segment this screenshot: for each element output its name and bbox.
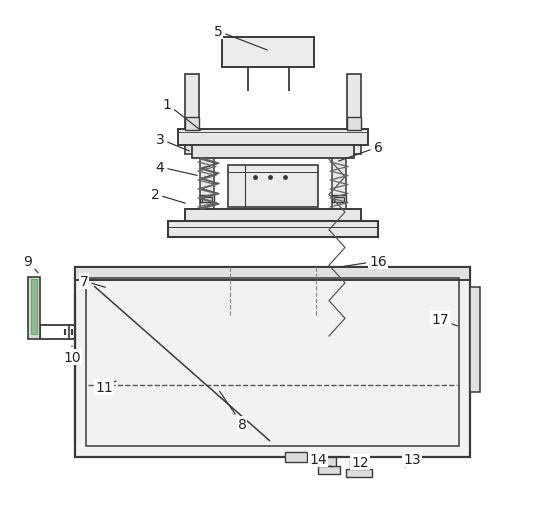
Bar	[322, 457, 336, 467]
Bar	[334, 197, 344, 203]
Text: 1: 1	[163, 98, 201, 131]
Text: 5: 5	[213, 25, 268, 51]
Bar	[31, 279, 37, 334]
Bar	[347, 75, 361, 155]
Text: 13: 13	[403, 452, 421, 467]
Bar	[75, 267, 470, 457]
Bar	[332, 195, 346, 203]
Bar	[470, 288, 480, 392]
Bar	[185, 210, 361, 222]
Bar	[347, 118, 361, 131]
Text: 12: 12	[351, 455, 369, 469]
Bar	[228, 165, 318, 208]
Bar	[346, 469, 372, 477]
Bar	[178, 130, 368, 146]
Text: 16: 16	[343, 254, 387, 268]
Bar	[185, 75, 199, 155]
Bar	[285, 452, 307, 462]
Bar	[185, 118, 199, 131]
Text: 9: 9	[23, 254, 38, 273]
Text: 2: 2	[151, 188, 185, 204]
Text: 3: 3	[156, 133, 189, 152]
Bar	[332, 146, 346, 211]
Bar	[202, 197, 212, 203]
Text: 17: 17	[431, 313, 458, 326]
Text: 7: 7	[80, 274, 105, 289]
Text: 6: 6	[339, 140, 382, 162]
Text: 14: 14	[309, 452, 332, 467]
Bar	[192, 146, 354, 159]
Text: 10: 10	[63, 346, 81, 364]
Text: 4: 4	[156, 161, 197, 176]
Bar	[75, 267, 470, 280]
Bar	[86, 278, 459, 446]
Text: 11: 11	[95, 380, 116, 394]
Bar	[350, 459, 368, 471]
Text: 8: 8	[219, 391, 246, 431]
Bar	[28, 277, 40, 340]
Bar	[200, 195, 214, 203]
Bar	[318, 466, 340, 474]
Bar	[222, 38, 314, 68]
Bar	[200, 146, 214, 211]
Bar	[168, 221, 378, 238]
